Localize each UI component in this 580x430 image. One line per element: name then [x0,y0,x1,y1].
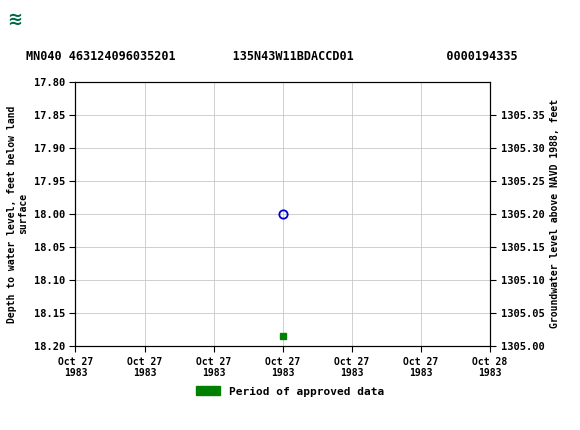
Text: MN040 463124096035201        135N43W11BDACCD01             0000194335: MN040 463124096035201 135N43W11BDACCD01 … [26,50,518,63]
Y-axis label: Depth to water level, feet below land
surface: Depth to water level, feet below land su… [6,105,28,322]
Y-axis label: Groundwater level above NAVD 1988, feet: Groundwater level above NAVD 1988, feet [550,99,560,329]
Text: ≋: ≋ [8,11,23,29]
Text: USGS: USGS [63,11,118,29]
Legend: Period of approved data: Period of approved data [191,382,389,401]
FancyBboxPatch shape [7,5,56,35]
